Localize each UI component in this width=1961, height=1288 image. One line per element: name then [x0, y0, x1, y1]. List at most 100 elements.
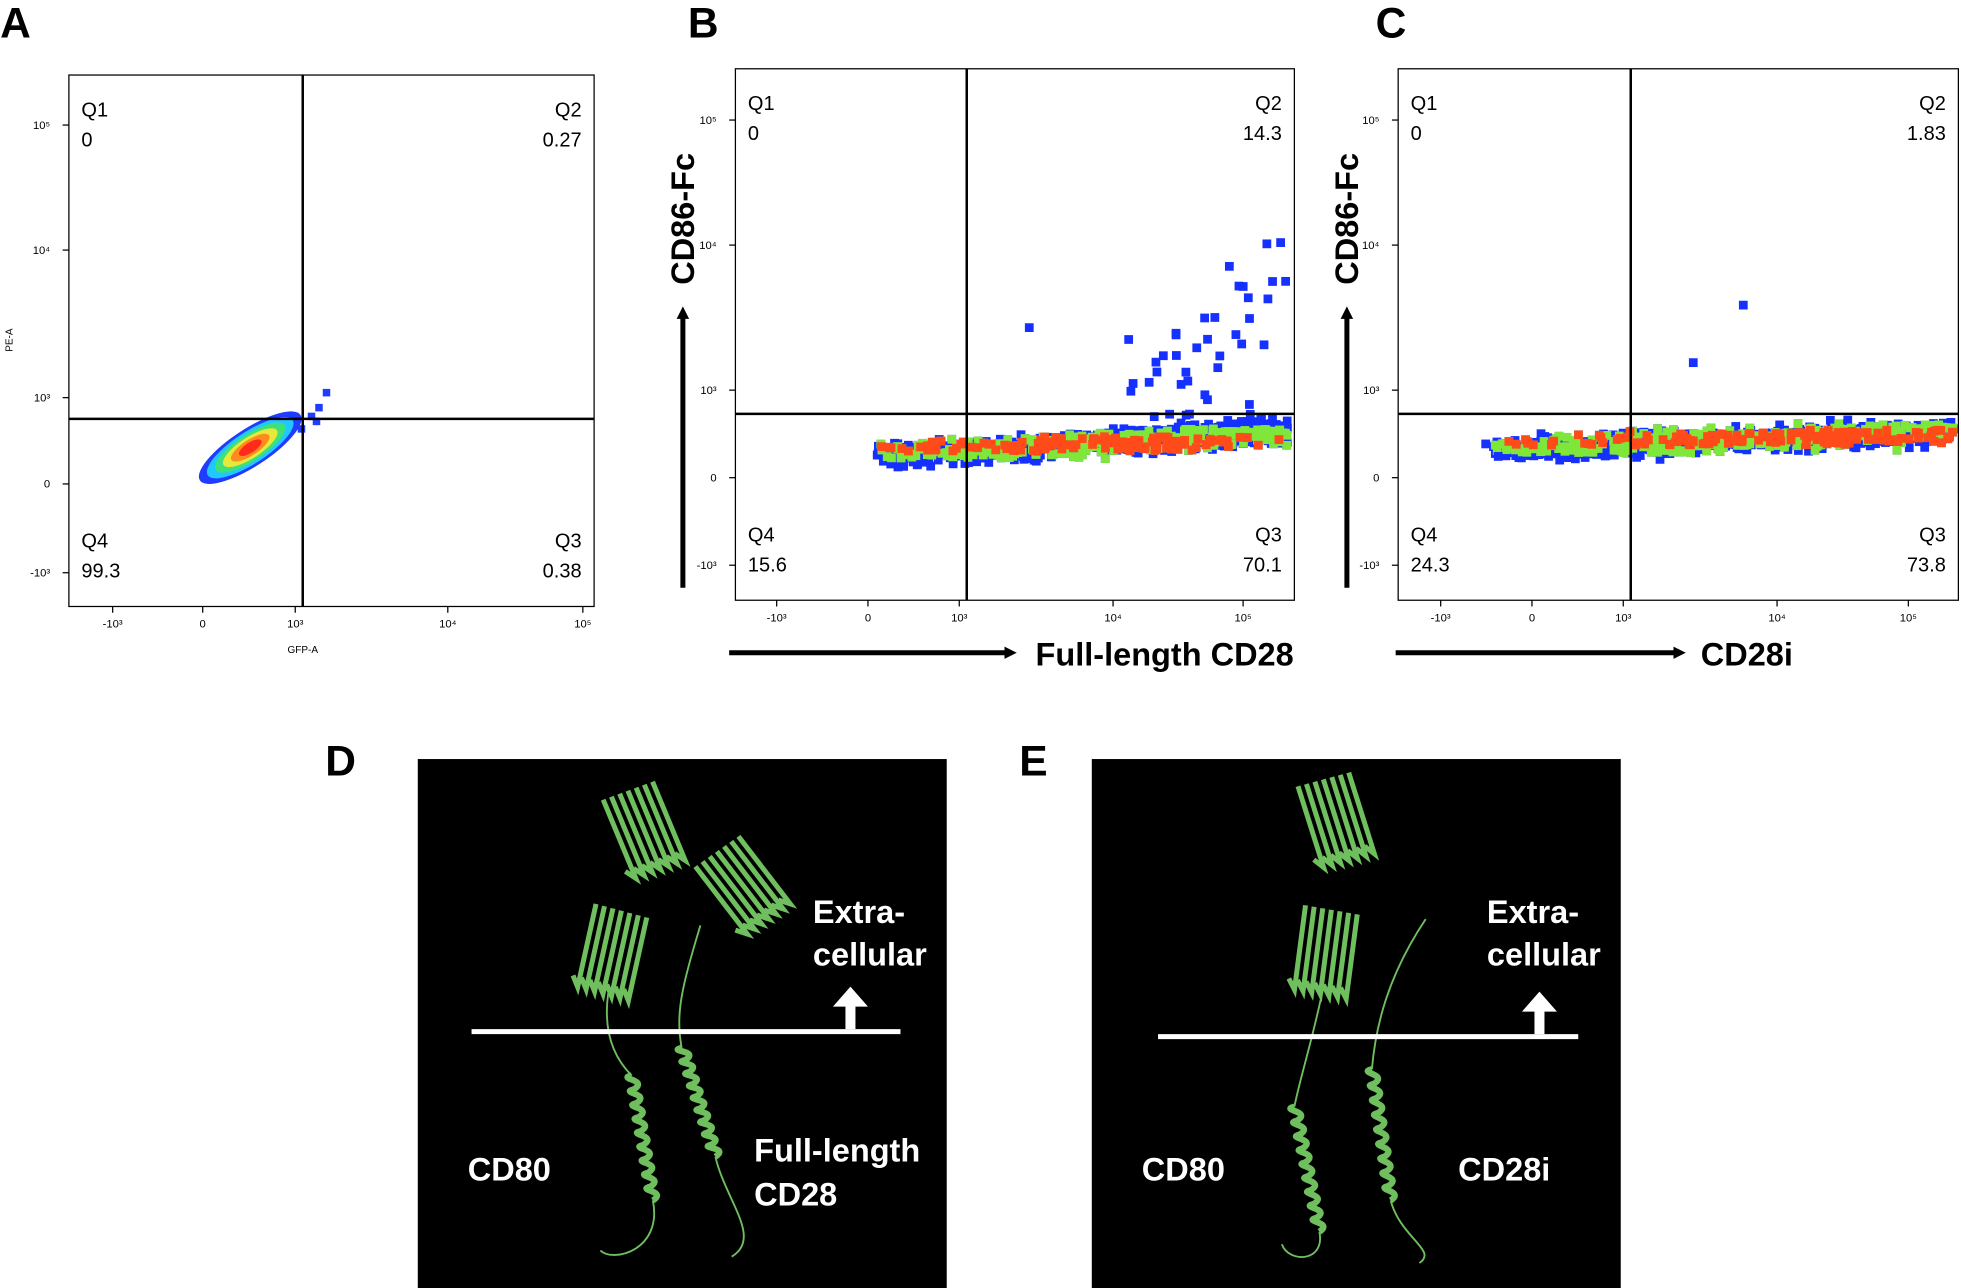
- event-dot: [1013, 443, 1023, 453]
- beta-strand: [1337, 774, 1371, 864]
- event-dot: [307, 412, 316, 421]
- event-dot: [1203, 334, 1212, 344]
- event-dot: [1685, 436, 1695, 445]
- quadrant-name: Q4: [1411, 524, 1438, 546]
- event-dot: [1929, 420, 1939, 430]
- event-dot: [1216, 421, 1226, 431]
- event-dot: [1786, 428, 1796, 438]
- beta-strand: [1303, 907, 1326, 1002]
- x-tick-label: 10³: [1615, 612, 1632, 624]
- event-dot: [1786, 435, 1796, 445]
- event-dot: [1233, 428, 1242, 438]
- event-dot: [1684, 446, 1694, 456]
- event-dot: [1134, 436, 1144, 445]
- event-dot: [1167, 444, 1177, 454]
- event-dot: [1120, 443, 1130, 453]
- event-dot: [1109, 438, 1119, 448]
- event-dot: [1108, 424, 1118, 434]
- alpha-helix: [1364, 1066, 1398, 1204]
- event-dot: [1088, 435, 1098, 445]
- event-dot: [1077, 434, 1087, 444]
- beta-strand: [707, 854, 769, 929]
- event-dot: [1738, 434, 1747, 444]
- x-axis-label: CD28i: [1701, 636, 1793, 672]
- beta-strand: [1312, 909, 1334, 1003]
- event-dot: [1892, 445, 1902, 455]
- event-dot: [1706, 423, 1716, 433]
- event-dot: [1149, 412, 1159, 422]
- event-dot: [1698, 432, 1707, 442]
- quadrant-value: 70.1: [1243, 554, 1282, 576]
- event-dot: [1242, 433, 1252, 442]
- quadrant-value: 0.38: [543, 561, 582, 583]
- event-dot: [1562, 432, 1572, 442]
- event-dot: [1124, 429, 1134, 439]
- event-dot: [1547, 439, 1556, 449]
- event-dot: [1602, 431, 1612, 440]
- y-axis-label: CD86-Fc: [665, 153, 701, 285]
- event-dot: [1823, 426, 1833, 435]
- event-dot: [1554, 444, 1563, 454]
- up-arrow: [832, 986, 868, 1030]
- event-dot: [1101, 443, 1110, 453]
- x-tick-label: 10⁴: [1768, 612, 1786, 624]
- beta-strand: [633, 786, 675, 873]
- event-dot: [1775, 436, 1785, 446]
- coil: [714, 1156, 745, 1258]
- event-dot: [903, 440, 913, 450]
- event-dot: [1100, 435, 1109, 444]
- event-dot: [1109, 446, 1118, 455]
- event-dot: [973, 443, 983, 453]
- quadrant-name: Q2: [555, 99, 582, 121]
- event-dot: [1150, 446, 1160, 455]
- event-dot: [1745, 423, 1755, 433]
- event-dot: [1771, 437, 1780, 447]
- event-dot: [1113, 444, 1123, 454]
- event-dot: [1658, 435, 1668, 445]
- event-dot: [1642, 431, 1652, 440]
- event-dot: [1766, 437, 1775, 447]
- event-dot: [1780, 442, 1789, 452]
- event-dot: [1040, 432, 1049, 442]
- event-dot: [1649, 440, 1658, 450]
- event-dot: [1259, 340, 1269, 350]
- event-dot: [1567, 445, 1576, 455]
- event-dot: [1276, 238, 1285, 247]
- event-dot: [1152, 367, 1162, 377]
- event-dot: [948, 459, 958, 469]
- quadrant-value: 1.83: [1907, 123, 1946, 145]
- event-dot: [1672, 437, 1682, 447]
- beta-strand: [600, 798, 642, 885]
- event-dot: [1208, 424, 1218, 434]
- event-dot: [1804, 446, 1813, 456]
- event-dot: [1596, 433, 1606, 443]
- y-tick-label: 10³: [1363, 385, 1380, 397]
- event-dot: [322, 388, 331, 397]
- event-dot: [1158, 351, 1168, 361]
- event-dot: [315, 403, 323, 412]
- event-dot: [1900, 420, 1910, 430]
- event-dot: [991, 445, 1001, 455]
- event-dot: [1180, 439, 1190, 449]
- beta-strand: [621, 916, 650, 1010]
- event-dot: [1801, 428, 1811, 438]
- event-dot: [1731, 422, 1741, 431]
- beta-strand: [714, 849, 776, 924]
- event-dot: [1490, 440, 1500, 450]
- coil: [1280, 1231, 1321, 1258]
- event-dot: [1171, 351, 1181, 360]
- event-dot: [1070, 432, 1080, 442]
- event-dot: [1210, 313, 1220, 322]
- y-tick-label: 10⁵: [33, 120, 50, 132]
- quadrant-value: 0: [81, 129, 92, 151]
- event-dot: [1742, 440, 1752, 450]
- up-arrow: [1521, 991, 1557, 1035]
- protein-label: CD80: [468, 1151, 551, 1187]
- event-dot: [1231, 420, 1240, 430]
- beta-strand: [1346, 771, 1380, 861]
- event-dot: [1002, 444, 1012, 454]
- event-dot: [1833, 428, 1843, 437]
- event-dot: [1269, 439, 1278, 449]
- region-label: Extra-: [1487, 894, 1579, 930]
- event-dot: [1723, 430, 1733, 440]
